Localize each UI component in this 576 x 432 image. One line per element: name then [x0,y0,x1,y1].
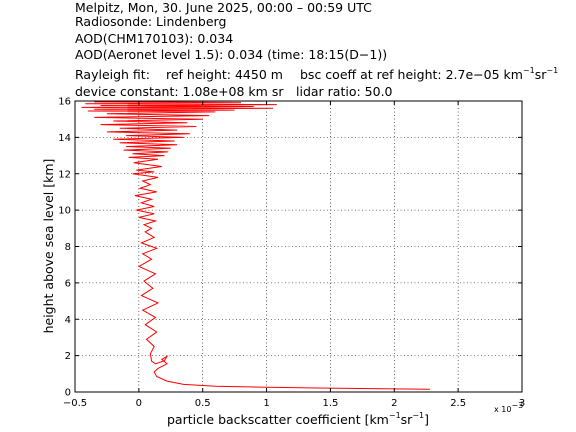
y-tick-labels: 0 2 4 6 8 10 12 14 16 [58,97,71,399]
x-tick-labels: −0.5 0 0.5 1 1.5 2 2.5 3 [63,398,525,409]
x-exponent-power: −3 [511,401,523,410]
x-tick-label: 1 [263,398,269,409]
x-tick-label: 0.5 [195,398,211,409]
x-exponent: x 10−3 [494,401,523,414]
bsc-coeff-sup2: −1 [546,66,558,75]
x-axis-label: particle backscatter coefficient [km−1sr… [167,411,429,427]
x-axis-label-sr: sr [401,412,414,427]
y-tick-label: 16 [58,97,71,108]
x-tick-label: 3 [519,398,525,409]
x-tick-label: 2.5 [450,398,466,409]
grid-lines [75,101,522,392]
tick-marks [74,100,523,393]
x-tick-label: 2 [391,398,397,409]
x-exponent-base: x 10 [494,405,511,414]
x-tick-label: 0 [136,398,142,409]
title-location-date: Melpitz, Mon, 30. June 2025, 00:00 – 00:… [75,0,372,15]
x-axis-label-close: ] [424,412,429,427]
ref-height-label: ref height: 4450 m [166,67,283,82]
y-tick-label: 6 [65,278,71,289]
y-tick-label: 4 [65,315,71,326]
x-axis-label-text: particle backscatter coefficient [km [167,412,389,427]
x-tick-label: −0.5 [63,398,87,409]
lidar-ratio-label: lidar ratio: 50.0 [296,84,393,99]
y-tick-label: 2 [65,351,71,362]
title-aod-aeronet: AOD(Aeronet level 1.5): 0.034 (time: 18:… [75,47,387,62]
device-constant-label: device constant: 1.08e+08 km sr [75,84,284,99]
x-axis-label-sup2: −1 [412,411,424,420]
series-group [81,100,431,390]
bsc-coeff-text: bsc coeff at ref height: 2.7e−05 km [300,67,523,82]
y-tick-label: 10 [58,206,71,217]
title-aod-chm: AOD(CHM170103): 0.034 [75,31,233,46]
bsc-coeff-sr: sr [535,67,548,82]
series-line [81,100,431,390]
bsc-coeff-sup1: −1 [523,66,535,75]
x-axis-label-sup1: −1 [389,411,401,420]
y-tick-label: 8 [65,242,71,253]
y-tick-label: 0 [65,388,71,399]
rayleigh-fit-label: Rayleigh fit: [75,67,150,82]
title-radiosonde: Radiosonde: Lindenberg [75,14,226,29]
x-tick-label: 1.5 [322,398,338,409]
bsc-coeff-label: bsc coeff at ref height: 2.7e−05 km−1sr−… [300,66,558,82]
y-tick-label: 14 [58,133,71,144]
y-axis-label: height above sea level [km] [41,159,56,334]
y-tick-label: 12 [58,169,71,180]
